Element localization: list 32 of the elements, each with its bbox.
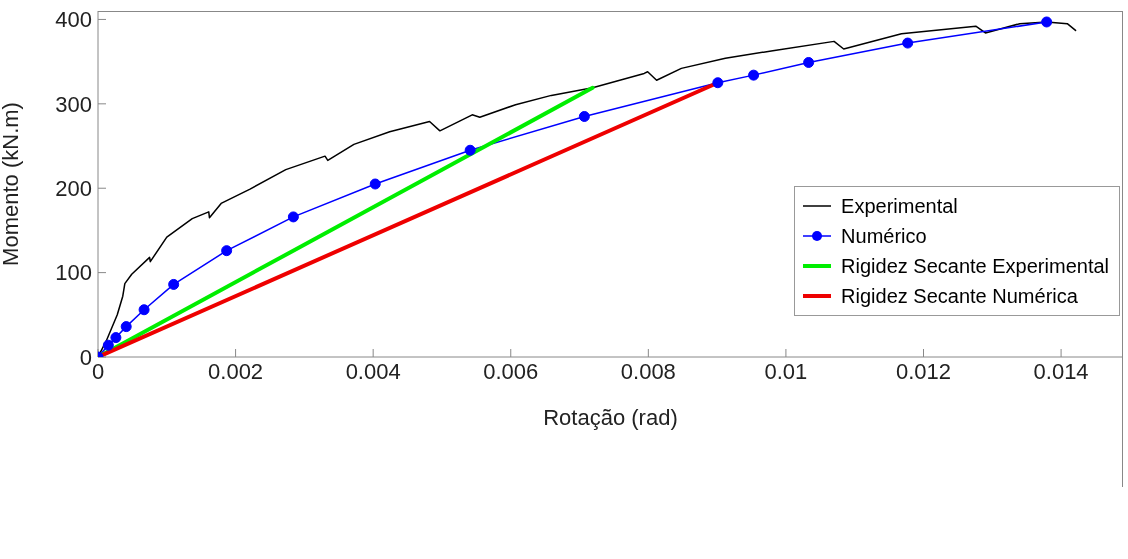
point (1041, 16, 1053, 28)
point (369, 178, 381, 190)
x-axis-title: Rotação (rad) (543, 405, 678, 430)
legend-label: Numérico (841, 224, 927, 248)
point (120, 321, 132, 333)
x-tick-label: 0.01 (764, 358, 808, 384)
point (902, 37, 914, 49)
point (110, 332, 122, 344)
point (221, 245, 233, 257)
y-tick-label: 100 (55, 260, 92, 286)
point (578, 110, 590, 122)
point (712, 77, 724, 89)
point (748, 69, 760, 81)
x-tick-label: 0.006 (483, 358, 539, 384)
point (803, 56, 815, 68)
y-tick-label: 300 (55, 91, 92, 117)
point (138, 304, 150, 316)
point (287, 211, 299, 223)
x-tick-label: 0.014 (1033, 358, 1089, 384)
y-axis-title: Momento (kN.m) (0, 102, 23, 266)
legend-label: Rigidez Secante Experimental (841, 254, 1109, 278)
legend-label: Rigidez Secante Numérica (841, 284, 1078, 308)
x-tick-label: 0.008 (620, 358, 676, 384)
x-tick-label: 0.012 (895, 358, 952, 384)
x-tick-label: 0.002 (208, 358, 264, 384)
point (464, 144, 476, 156)
x-tick-label: 0.004 (345, 358, 401, 384)
point (168, 278, 180, 290)
legend-label: Experimental (841, 194, 958, 218)
point (102, 339, 114, 351)
y-tick-label: 200 (55, 176, 92, 202)
y-tick-label: 400 (55, 7, 92, 33)
